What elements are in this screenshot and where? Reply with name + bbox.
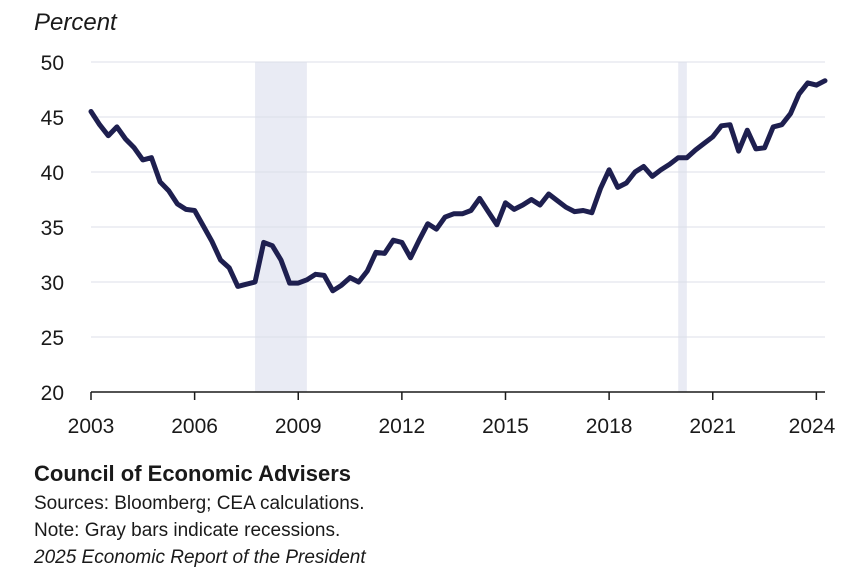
y-tick-label-35: 35 xyxy=(41,217,64,240)
x-tick-label-2015: 2015 xyxy=(482,415,529,438)
report-title: 2025 Economic Report of the President xyxy=(34,547,366,568)
sources-note: Sources: Bloomberg; CEA calculations. xyxy=(34,493,365,514)
y-tick-label-30: 30 xyxy=(41,272,64,295)
x-tick-label-2021: 2021 xyxy=(689,415,736,438)
x-tick-label-2024: 2024 xyxy=(789,415,836,438)
series-layer xyxy=(88,78,828,294)
y-tick-label-45: 45 xyxy=(41,107,64,130)
x-tick-labels: 2003 2006 2009 2012 2015 2018 2021 2024 xyxy=(68,415,836,438)
y-tick-label-20: 20 xyxy=(41,382,64,405)
recession-note: Note: Gray bars indicate recessions. xyxy=(34,520,341,541)
y-tick-label-25: 25 xyxy=(41,327,64,350)
series-line-0 xyxy=(88,78,828,294)
x-tick-label-2018: 2018 xyxy=(586,415,633,438)
x-tick-label-2003: 2003 xyxy=(68,415,115,438)
y-tick-labels: 20 25 30 35 40 45 50 xyxy=(41,52,64,405)
gridlines xyxy=(91,61,825,338)
x-tick-label-2006: 2006 xyxy=(171,415,218,438)
x-tick-label-2009: 2009 xyxy=(275,415,322,438)
y-tick-label-40: 40 xyxy=(41,162,64,185)
chart-footer: Council of Economic Advisers Sources: Bl… xyxy=(34,458,834,571)
source-organization: Council of Economic Advisers xyxy=(34,461,352,486)
axes xyxy=(90,391,825,400)
y-axis-label: Percent xyxy=(34,9,118,36)
x-tick-label-2012: 2012 xyxy=(379,415,426,438)
y-tick-label-50: 50 xyxy=(41,52,64,75)
